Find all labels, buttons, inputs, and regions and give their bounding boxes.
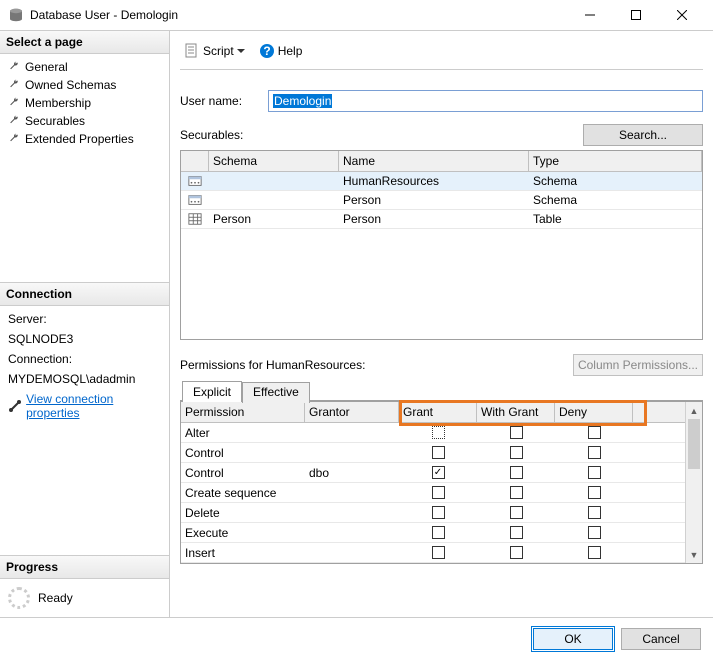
checkbox[interactable] [510,446,523,459]
checkbox[interactable] [432,546,445,559]
sidebar-item-membership[interactable]: Membership [0,94,169,112]
checkbox[interactable] [588,526,601,539]
database-icon [8,7,24,23]
col-grantor[interactable]: Grantor [305,402,399,422]
checkbox[interactable] [432,526,445,539]
permission-row[interactable]: Control [181,443,685,463]
securable-row[interactable]: PersonSchema [181,191,702,210]
col-withgrant[interactable]: With Grant [477,402,555,422]
scrollbar[interactable]: ▲ ▼ [685,402,702,563]
securables-label: Securables: [180,128,243,142]
close-button[interactable] [659,0,705,30]
permissions-grid: Permission Grantor Grant With Grant Deny… [181,402,685,563]
sidebar: Select a page GeneralOwned SchemasMember… [0,31,170,617]
content-pane: Script ? Help User name: Demologin // hi… [170,31,713,617]
checkbox[interactable] [510,426,523,439]
connection-label: Connection: [8,352,161,366]
checkbox[interactable] [510,546,523,559]
sidebar-item-extended-properties[interactable]: Extended Properties [0,130,169,148]
connection-header: Connection [0,282,169,306]
checkbox[interactable] [588,426,601,439]
permission-row[interactable]: Execute [181,523,685,543]
securable-row[interactable]: PersonPersonTable [181,210,702,229]
checkbox[interactable] [432,486,445,499]
script-icon [184,43,200,59]
permission-row[interactable]: Delete [181,503,685,523]
permission-row[interactable]: Insert [181,543,685,563]
sidebar-item-general[interactable]: General [0,58,169,76]
checkbox[interactable] [432,466,445,479]
col-schema[interactable]: Schema [209,151,339,171]
col-grant[interactable]: Grant [399,402,477,422]
search-button[interactable]: Search... [583,124,703,146]
scroll-up-icon[interactable]: ▲ [686,402,702,419]
help-button[interactable]: ? Help [255,41,307,61]
scroll-down-icon[interactable]: ▼ [686,546,702,563]
permission-row[interactable]: Create sequence [181,483,685,503]
checkbox[interactable] [432,506,445,519]
col-name[interactable]: Name [339,151,529,171]
checkbox[interactable] [432,446,445,459]
view-connection-link[interactable]: View connection properties [26,392,161,420]
connection-value: MYDEMOSQL\adadmin [8,372,161,386]
title-bar: Database User - Demologin [0,0,713,30]
checkbox[interactable] [432,426,445,439]
scroll-thumb[interactable] [688,419,700,469]
col-deny[interactable]: Deny [555,402,633,422]
checkbox[interactable] [588,486,601,499]
dropdown-icon [237,47,245,55]
col-type[interactable]: Type [529,151,702,171]
username-label: User name: [180,94,260,108]
select-page-header: Select a page [0,31,169,54]
ok-button[interactable]: OK [533,628,613,650]
checkbox[interactable] [510,486,523,499]
checkbox[interactable] [510,526,523,539]
progress-status: Ready [38,591,73,605]
minimize-button[interactable] [567,0,613,30]
sidebar-item-securables[interactable]: Securables [0,112,169,130]
checkbox[interactable] [588,546,601,559]
checkbox[interactable] [510,466,523,479]
securable-row[interactable]: HumanResourcesSchema [181,172,702,191]
username-input[interactable]: Demologin [268,90,703,112]
securables-grid: Schema Name Type HumanResourcesSchemaPer… [180,150,703,340]
progress-header: Progress [0,555,169,579]
checkbox[interactable] [588,466,601,479]
toolbar: Script ? Help [180,39,703,70]
checkbox[interactable] [588,506,601,519]
col-permission[interactable]: Permission [181,402,305,422]
help-icon: ? [259,43,275,59]
column-permissions-button: Column Permissions... [573,354,703,376]
sidebar-item-owned-schemas[interactable]: Owned Schemas [0,76,169,94]
checkbox[interactable] [588,446,601,459]
server-label: Server: [8,312,161,326]
window-title: Database User - Demologin [30,8,567,22]
cancel-button[interactable]: Cancel [621,628,701,650]
connection-icon [8,399,21,413]
permission-row[interactable]: Controldbo [181,463,685,483]
checkbox[interactable] [510,506,523,519]
tab-explicit[interactable]: Explicit [182,381,242,402]
svg-text:?: ? [263,44,270,58]
script-button[interactable]: Script [180,41,249,61]
server-value: SQLNODE3 [8,332,161,346]
progress-spinner [8,587,30,609]
tab-effective[interactable]: Effective [242,382,310,403]
maximize-button[interactable] [613,0,659,30]
permission-row[interactable]: Alter [181,423,685,443]
permissions-label: Permissions for HumanResources: [180,358,365,372]
